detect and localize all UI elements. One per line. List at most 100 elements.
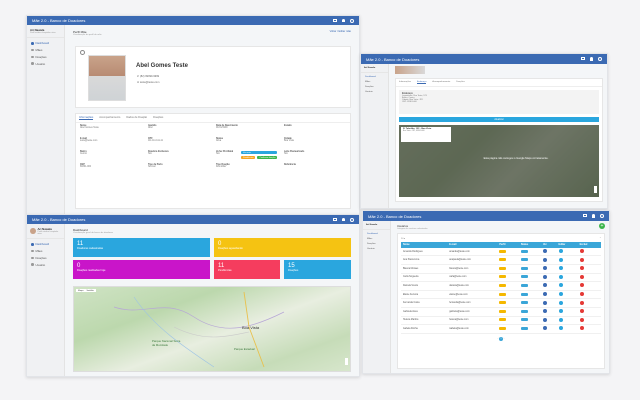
sidebar-item-dashboard[interactable]: Dashboard xyxy=(27,40,64,47)
sidebar-item-maes[interactable]: Mães xyxy=(365,81,371,84)
tab-endereco[interactable]: Endereço xyxy=(417,81,427,84)
perfil-badge[interactable] xyxy=(499,249,507,253)
gear-icon[interactable] xyxy=(600,214,604,218)
tab-doacoes[interactable]: Doações xyxy=(153,116,164,119)
sidebar-item-usuario[interactable]: Usuário xyxy=(367,247,375,250)
column-header[interactable]: Excluir xyxy=(577,242,601,248)
status-badge[interactable] xyxy=(520,301,528,305)
bell-icon[interactable] xyxy=(341,18,345,22)
back-link[interactable]: Voltar / Editar mãe xyxy=(329,30,351,33)
status-badge[interactable] xyxy=(520,258,528,262)
confirm-donation-button[interactable]: Confirmar doação xyxy=(257,156,278,160)
see-more-button[interactable]: Ver mais xyxy=(241,151,278,155)
table-row[interactable]: Ana Paula Lima anapaula@teste.com xyxy=(401,255,601,265)
zoom-control[interactable] xyxy=(594,186,597,193)
prev-page[interactable]: ‹ xyxy=(498,338,499,340)
perfil-badge[interactable] xyxy=(499,309,507,313)
tab-acompanhamento[interactable]: Acompanhamento xyxy=(99,116,121,119)
table-row[interactable]: Carla Nogueira carla@teste.com xyxy=(401,273,601,283)
status-badge[interactable] xyxy=(520,326,528,330)
tile-aguardando[interactable]: 0 Doações aguardando xyxy=(214,238,351,257)
gear-icon[interactable] xyxy=(598,57,602,61)
sidebar-item-dashboard[interactable]: Dashboard xyxy=(27,241,64,248)
pending-button[interactable]: Pendências xyxy=(241,156,256,160)
edit-button[interactable] xyxy=(558,300,563,305)
view-button[interactable] xyxy=(542,274,547,279)
tab-doacoes-2[interactable]: Doações xyxy=(456,81,465,83)
sidebar-item-dashboard[interactable]: Dashboard xyxy=(365,76,376,79)
mail-icon[interactable] xyxy=(580,57,585,60)
table-row[interactable]: Daniela Souza daniela@teste.com xyxy=(401,281,601,291)
edit-button[interactable] xyxy=(558,283,563,288)
mail-icon[interactable] xyxy=(332,18,337,22)
view-button[interactable] xyxy=(542,309,547,314)
view-button[interactable] xyxy=(542,300,547,305)
perfil-badge[interactable] xyxy=(499,326,507,330)
next-page[interactable]: › xyxy=(503,337,505,340)
status-badge[interactable] xyxy=(520,283,528,287)
delete-button[interactable] xyxy=(579,292,584,297)
view-button[interactable] xyxy=(542,326,547,331)
sidebar-item-doacoes[interactable]: Doações xyxy=(27,54,64,61)
view-button[interactable] xyxy=(542,317,547,322)
status-badge[interactable] xyxy=(520,249,528,253)
tab-info[interactable]: Informações xyxy=(399,81,412,83)
view-button[interactable] xyxy=(542,266,547,271)
status-badge[interactable] xyxy=(520,292,528,296)
perfil-badge[interactable] xyxy=(499,275,507,279)
delete-button[interactable] xyxy=(579,326,584,331)
delete-button[interactable] xyxy=(579,283,584,288)
column-header[interactable]: Editar xyxy=(556,242,578,248)
edit-button[interactable] xyxy=(558,309,563,314)
bell-icon[interactable] xyxy=(589,57,593,61)
table-row[interactable]: Bianca Moraes bianca@teste.com xyxy=(401,264,601,274)
gear-icon[interactable] xyxy=(350,217,354,222)
delete-button[interactable] xyxy=(579,257,584,262)
tab-acomp[interactable]: Acompanhamento xyxy=(432,81,451,83)
delete-button[interactable] xyxy=(579,300,584,305)
search-icon[interactable]: ⌕ xyxy=(599,237,601,239)
sidebar-item-doacoes[interactable]: Doações xyxy=(367,242,376,245)
map-tab-mapa[interactable]: Mapa xyxy=(78,289,84,292)
table-row[interactable]: Fernanda Costa fernanda@teste.com xyxy=(401,298,601,308)
status-badge[interactable] xyxy=(520,309,528,313)
delete-button[interactable] xyxy=(579,249,584,254)
delete-button[interactable] xyxy=(579,317,584,322)
table-row[interactable]: Gabriela Alves gabriela@teste.com xyxy=(401,307,601,317)
tile-hoje[interactable]: 0 Doações realizadas hoje xyxy=(73,260,210,279)
camera-icon[interactable] xyxy=(80,50,85,55)
table-row[interactable]: Elaine Ferreira elaine@teste.com xyxy=(401,290,601,300)
view-button[interactable] xyxy=(542,292,547,297)
bell-icon[interactable] xyxy=(591,214,595,218)
view-button[interactable] xyxy=(542,249,547,254)
sidebar-item-maes[interactable]: Mães xyxy=(27,47,64,54)
sidebar-item-dashboard[interactable]: Dashboard xyxy=(367,233,378,236)
tile-pendencias[interactable]: 11 Pendências xyxy=(214,260,280,279)
sidebar-item-usuario[interactable]: Usuário xyxy=(365,90,373,93)
status-badge[interactable] xyxy=(520,275,528,279)
table-row[interactable]: Isabela Rocha isabela@teste.com xyxy=(401,324,601,334)
edit-button[interactable] xyxy=(558,257,563,262)
zoom-control[interactable] xyxy=(345,358,348,365)
delete-button[interactable] xyxy=(579,309,584,314)
perfil-badge[interactable] xyxy=(499,266,507,270)
edit-button[interactable] xyxy=(558,292,563,297)
edit-button[interactable] xyxy=(558,274,563,279)
status-badge[interactable] xyxy=(520,266,528,270)
tab-informacoes[interactable]: Informações xyxy=(79,116,94,120)
page-number[interactable]: 1 xyxy=(499,336,503,341)
sidebar-item-usuario[interactable]: Usuário xyxy=(27,261,64,268)
mail-icon[interactable] xyxy=(582,214,587,217)
sidebar-item-doacoes[interactable]: Doações xyxy=(27,255,64,262)
edit-button[interactable] xyxy=(558,326,563,331)
map-tab-satelite[interactable]: Satélite xyxy=(86,289,94,292)
column-header[interactable]: Ver xyxy=(540,242,557,248)
tab-dados-doacao[interactable]: Dados de Doação xyxy=(126,116,148,119)
map-type-toggle[interactable]: Mapa Satélite xyxy=(76,289,96,292)
edit-button[interactable] xyxy=(558,317,563,322)
column-header[interactable]: E-mail xyxy=(447,242,498,248)
update-button[interactable]: Atualizar xyxy=(399,117,599,122)
tile-doacoes[interactable]: 15 Doações xyxy=(284,260,351,279)
mail-icon[interactable] xyxy=(332,217,337,221)
sidebar-item-usuario[interactable]: Usuário xyxy=(27,60,64,67)
